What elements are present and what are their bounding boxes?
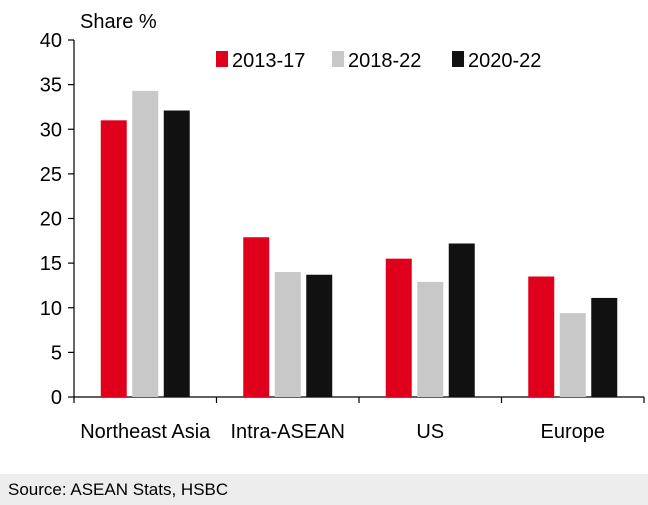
y-tick-label: 15 (40, 253, 62, 275)
y-tick-label: 10 (40, 298, 62, 320)
bar (274, 272, 301, 397)
x-tick-label: US (416, 421, 444, 443)
legend-swatch (216, 51, 228, 67)
bar (306, 274, 333, 397)
x-tick-label: Intra-ASEAN (231, 421, 345, 443)
bar-chart: Share % 0 5 10 15 20 25 30 35 40 Northeast Asia I… (40, 11, 645, 443)
bar (559, 313, 586, 397)
bar (528, 276, 555, 397)
bar (591, 297, 618, 397)
source-text: Source: ASEAN Stats, HSBC (8, 480, 229, 499)
legend-label: 2018-22 (348, 50, 421, 72)
legend-swatch (332, 51, 344, 67)
source-band: Source: ASEAN Stats, HSBC (0, 474, 648, 505)
bar (417, 281, 444, 397)
x-tick-label: Europe (541, 421, 606, 443)
bar (132, 90, 159, 397)
y-tick-label: 40 (40, 30, 62, 52)
legend-label: 2013-17 (232, 50, 305, 72)
bars (100, 90, 618, 397)
bar (100, 120, 127, 397)
bar (385, 258, 412, 397)
legend-swatch (452, 51, 464, 67)
y-axis: 0 5 10 15 20 25 30 35 40 (40, 30, 75, 409)
x-tick-label: Northeast Asia (80, 421, 211, 443)
legend-label: 2020-22 (468, 50, 541, 72)
bar (448, 243, 475, 397)
y-tick-label: 25 (40, 164, 62, 186)
y-tick-label: 35 (40, 75, 62, 97)
bar (163, 110, 190, 397)
y-tick-label: 30 (40, 119, 62, 141)
legend: 2013-17 2018-22 2020-22 (216, 50, 541, 72)
x-axis: Northeast Asia Intra-ASEAN US Europe (73, 396, 645, 443)
bar (243, 237, 270, 397)
y-axis-title: Share % (80, 11, 157, 33)
y-tick-label: 20 (40, 209, 62, 231)
y-tick-label: 5 (51, 342, 62, 364)
y-tick-label: 0 (51, 387, 62, 409)
